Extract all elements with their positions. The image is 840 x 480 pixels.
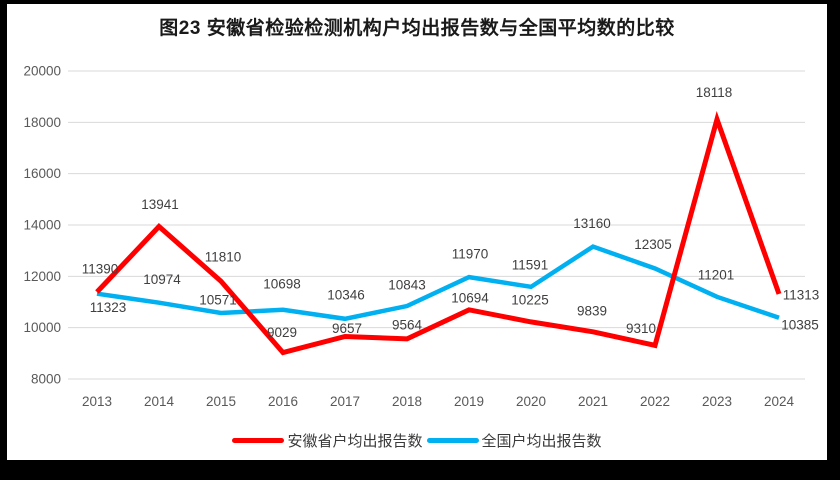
x-tick-label: 2024 [764, 394, 795, 409]
data-label-series-0: 9029 [267, 325, 297, 340]
x-tick-label: 2021 [578, 394, 608, 409]
data-label-series-0: 11390 [82, 261, 119, 276]
x-tick-label: 2013 [82, 394, 112, 409]
data-label-series-0: 13941 [141, 197, 179, 212]
x-tick-label: 2022 [640, 394, 670, 409]
data-label-series-1: 11591 [512, 257, 549, 272]
y-tick-label: 12000 [23, 269, 61, 284]
x-tick-label: 2020 [516, 394, 546, 409]
data-label-series-0: 10694 [451, 290, 489, 305]
chart-legend: 安徽省户均出报告数 全国户均出报告数 [7, 430, 827, 451]
data-label-series-0: 9839 [577, 303, 607, 318]
data-label-series-1: 10571 [199, 293, 237, 308]
chart-title: 图23 安徽省检验检测机构户均出报告数与全国平均数的比较 [159, 18, 675, 39]
series-line-1 [96, 244, 780, 322]
line-chart: 20000 18000 16000 14000 12000 10000 8000 2013 20… [23, 64, 820, 410]
y-tick-label: 16000 [23, 166, 61, 181]
x-tick-label: 2023 [702, 394, 732, 409]
x-tick-label: 2017 [330, 394, 360, 409]
data-label-series-1: 10843 [388, 278, 426, 293]
series-line-0 [95, 110, 782, 356]
legend-item-anhui: 安徽省户均出报告数 [232, 430, 423, 451]
data-label-series-0: 9310 [626, 321, 656, 336]
x-tick-label: 2019 [454, 394, 484, 409]
x-tick-label: 2015 [206, 394, 236, 409]
y-tick-label: 14000 [23, 218, 61, 233]
data-label-series-1: 12305 [634, 237, 672, 252]
y-tick-label: 18000 [23, 115, 61, 130]
anhui-series-label: 安徽省户均出报告数 [287, 433, 423, 450]
data-label-series-1: 10698 [263, 276, 301, 291]
y-tick-label: 10000 [23, 320, 61, 335]
data-label-series-1: 11970 [452, 247, 489, 262]
national-series-label: 全国户均出报告数 [481, 433, 602, 450]
data-label-series-1: 13160 [573, 216, 611, 231]
data-label-series-0: 18118 [696, 85, 733, 100]
data-label-series-1: 10385 [781, 317, 819, 332]
data-label-series-1: 10974 [143, 272, 181, 287]
national-series-swatch [426, 438, 479, 443]
data-label-series-1: 11323 [90, 300, 127, 315]
x-tick-label: 2014 [144, 394, 175, 409]
data-label-series-0: 11313 [783, 287, 820, 302]
data-label-series-0: 9564 [392, 317, 423, 332]
data-label-series-1: 10346 [327, 287, 365, 302]
data-label-series-0: 9657 [332, 321, 362, 336]
y-tick-label: 20000 [23, 64, 61, 79]
legend-item-national: 全国户均出报告数 [426, 430, 602, 451]
data-label-series-1: 11201 [698, 267, 735, 282]
data-label-series-0: 10225 [511, 292, 549, 307]
x-tick-label: 2016 [268, 394, 298, 409]
y-tick-label: 8000 [31, 372, 61, 387]
data-label-series-0: 11810 [205, 250, 242, 265]
x-tick-label: 2018 [392, 394, 422, 409]
anhui-series-swatch [232, 438, 285, 443]
